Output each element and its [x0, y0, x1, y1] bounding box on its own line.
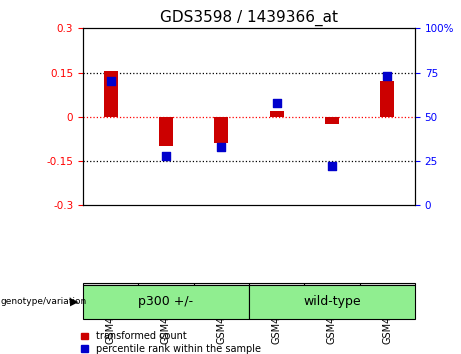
Text: GSM458552: GSM458552 [382, 285, 392, 344]
Text: genotype/variation: genotype/variation [0, 297, 87, 306]
Text: GSM458550: GSM458550 [272, 285, 282, 344]
Bar [270, 111, 284, 117]
Bar [104, 71, 118, 117]
Bar [214, 117, 228, 143]
Point [107, 79, 114, 84]
Text: ▶: ▶ [70, 297, 78, 307]
Legend: transformed count, percentile rank within the sample: transformed count, percentile rank withi… [79, 330, 263, 354]
Point [384, 73, 391, 79]
Text: GSM458549: GSM458549 [216, 285, 226, 344]
Point [162, 153, 170, 159]
Bar [380, 81, 394, 117]
Text: p300 +/-: p300 +/- [138, 295, 194, 308]
Bar [83, 285, 249, 319]
Bar [325, 117, 339, 124]
Text: wild-type: wild-type [303, 295, 361, 308]
Bar [159, 117, 173, 146]
Title: GDS3598 / 1439366_at: GDS3598 / 1439366_at [160, 9, 338, 25]
Point [328, 164, 336, 169]
Text: GSM458551: GSM458551 [327, 285, 337, 344]
Point [218, 144, 225, 150]
Text: GSM458548: GSM458548 [161, 285, 171, 344]
Text: GSM458547: GSM458547 [106, 285, 116, 344]
Bar [249, 285, 415, 319]
Point [273, 100, 280, 105]
